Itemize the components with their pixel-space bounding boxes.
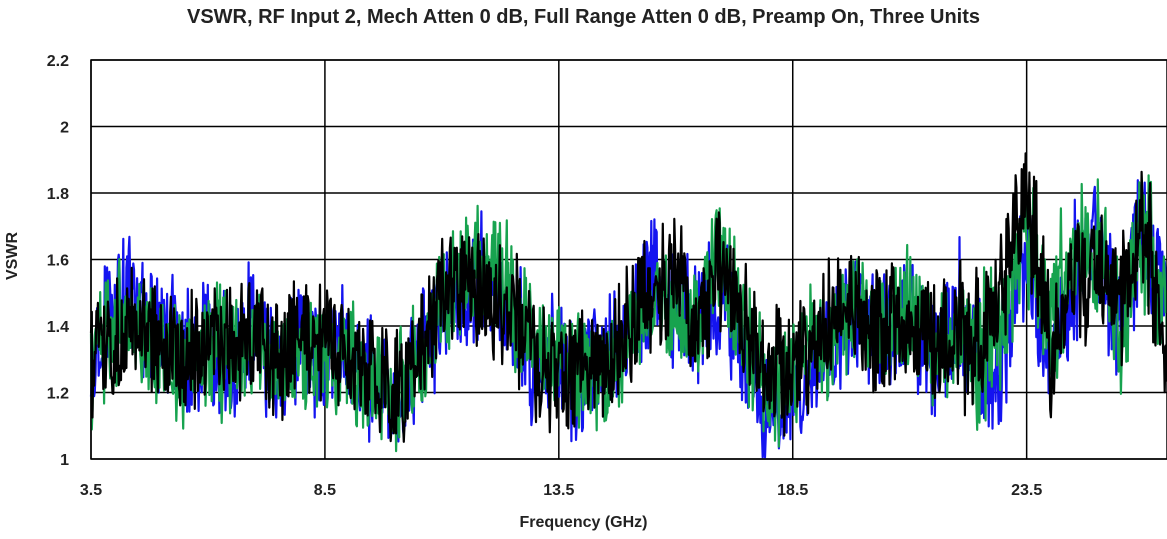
x-tick-label: 3.5	[80, 482, 102, 499]
series-line-3	[89, 152, 1167, 443]
y-tick-label: 1	[60, 452, 69, 469]
x-tick-label: 18.5	[777, 482, 808, 499]
series-group	[89, 152, 1167, 459]
y-tick-label: 2	[60, 120, 69, 137]
y-tick-label: 1.4	[47, 319, 69, 336]
x-axis-label: Frequency (GHz)	[519, 514, 648, 531]
y-tick-label: 1.8	[47, 186, 69, 203]
x-tick-label: 23.5	[1011, 482, 1042, 499]
y-tick-label: 1.6	[47, 253, 69, 270]
tick-labels: 1 1.2 1.4 1.6 1.8 2 2.2 3.5 8.5 13.5 18.5 23.5	[47, 53, 1043, 499]
y-tick-label: 1.2	[47, 386, 69, 403]
y-tick-label: 2.2	[47, 53, 69, 70]
x-tick-label: 8.5	[314, 482, 336, 499]
x-tick-label: 13.5	[543, 482, 574, 499]
chart-title: VSWR, RF Input 2, Mech Atten 0 dB, Full …	[186, 6, 981, 28]
plot-frame	[90, 59, 1167, 460]
plot-border	[90, 59, 1167, 460]
